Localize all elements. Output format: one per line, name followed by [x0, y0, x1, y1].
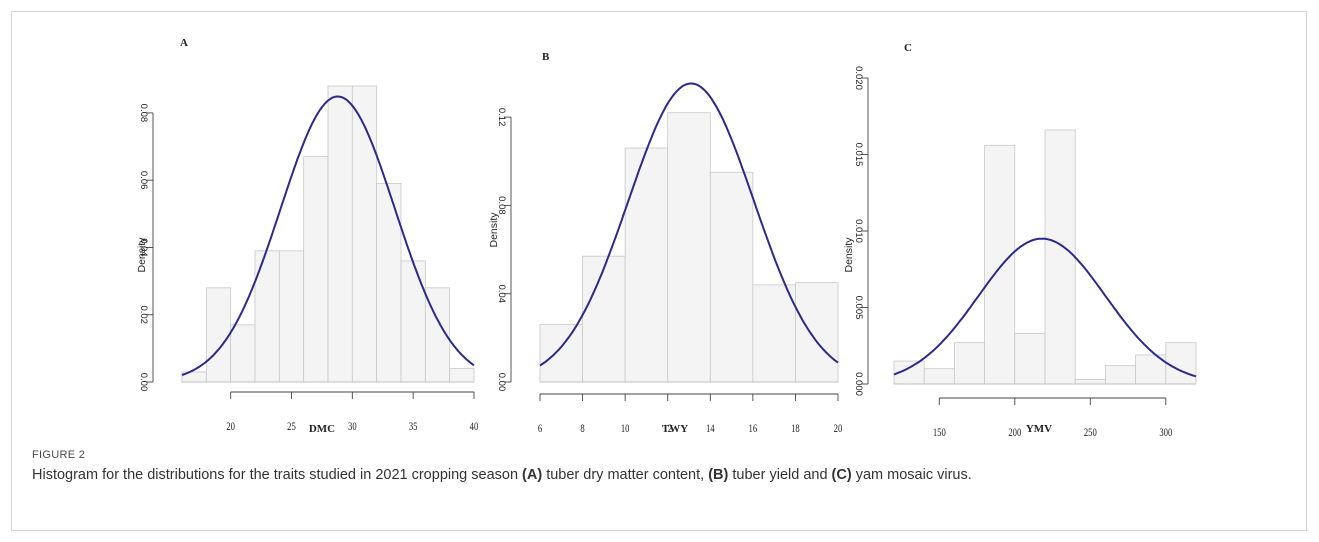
histogram-bar [667, 112, 711, 383]
y-tick-label: 0.08 [138, 104, 149, 123]
panel-letter: C [904, 42, 912, 54]
histogram-bar [624, 147, 669, 383]
x-tick-label: 20 [834, 423, 843, 436]
y-axis-title: Density [136, 237, 148, 273]
histogram-bar [449, 368, 475, 383]
caption-run: (A) [522, 467, 543, 483]
normal-density-curve [181, 95, 475, 376]
y-tick-label: 0.12 [496, 108, 507, 127]
x-axis-title: YMV [1026, 423, 1052, 435]
caption-run: tuber yield and [728, 467, 832, 483]
panel-letter: B [542, 51, 550, 63]
histogram-bar [1165, 342, 1197, 385]
y-axis-title: Density [843, 237, 855, 273]
panel-letter: A [180, 37, 188, 49]
histogram-bar [954, 342, 986, 385]
y-tick-label: 0.005 [853, 296, 864, 320]
caption-run: yam mosaic virus. [851, 467, 972, 483]
histogram-bar [709, 171, 754, 383]
histogram-bar [1074, 379, 1106, 385]
histogram-bar [923, 368, 955, 385]
x-tick-label: 250 [1084, 427, 1097, 440]
x-tick-label: 150 [933, 427, 946, 440]
y-axis-title: Density [488, 212, 500, 248]
figure-caption: FIGURE 2 Histogram for the distributions… [32, 449, 1292, 484]
y-tick-label: 0.08 [496, 196, 507, 215]
y-tick-label: 0.00 [496, 373, 507, 392]
histogram-bar [303, 156, 329, 383]
figure-caption-text: Histogram for the distributions for the … [32, 466, 1292, 484]
x-tick-label: 6 [538, 423, 542, 436]
x-tick-label: 35 [409, 421, 418, 434]
histogram-bar [1014, 333, 1046, 385]
caption-run: (B) [708, 467, 729, 483]
x-tick-label: 14 [706, 423, 715, 436]
y-tick-label: 0.015 [853, 143, 864, 167]
x-tick-label: 20 [226, 421, 235, 434]
y-tick-label: 0.020 [853, 66, 864, 90]
histogram-bar [278, 250, 305, 383]
histogram-bar [1105, 365, 1137, 385]
x-axis-title: TWY [662, 423, 688, 435]
x-tick-label: 8 [580, 423, 584, 436]
normal-density-curve [539, 82, 839, 367]
histogram-bar [539, 324, 583, 383]
histogram-bar [205, 287, 232, 383]
x-tick-label: 25 [287, 421, 296, 434]
caption-run: (C) [831, 467, 852, 483]
normal-density-curve [893, 237, 1197, 378]
x-tick-label: 12 [663, 423, 672, 436]
y-tick-label: 0.06 [138, 171, 149, 190]
histogram-bar [327, 85, 353, 383]
x-axis-title: DMC [309, 423, 335, 435]
caption-run: Histogram for the distributions for the … [32, 467, 523, 483]
x-tick-label: 30 [348, 421, 357, 434]
histogram-bar [230, 324, 256, 383]
x-tick-label: 40 [470, 421, 479, 434]
histogram-bar [984, 144, 1016, 385]
y-tick-label: 0.010 [853, 219, 864, 243]
x-tick-label: 300 [1159, 427, 1172, 440]
x-tick-label: 10 [621, 423, 630, 436]
y-tick-label: 0.04 [496, 284, 507, 303]
histogram-bar [582, 255, 626, 383]
figure-label: FIGURE 2 [32, 449, 86, 461]
histogram-bar [400, 260, 426, 383]
y-tick-label: 0.000 [853, 372, 864, 396]
x-tick-label: 200 [1008, 427, 1021, 440]
histogram-bar [1044, 129, 1076, 385]
x-tick-label: 18 [791, 423, 800, 436]
x-tick-label: 16 [749, 423, 758, 436]
y-tick-label: 0.02 [138, 305, 149, 324]
histogram-bar [351, 85, 378, 383]
y-tick-label: 0.04 [138, 238, 149, 256]
caption-run: tuber dry matter content, [542, 467, 709, 483]
histogram-bar [795, 282, 839, 383]
y-tick-label: 0.00 [138, 373, 149, 392]
histogram-bar [752, 284, 796, 383]
